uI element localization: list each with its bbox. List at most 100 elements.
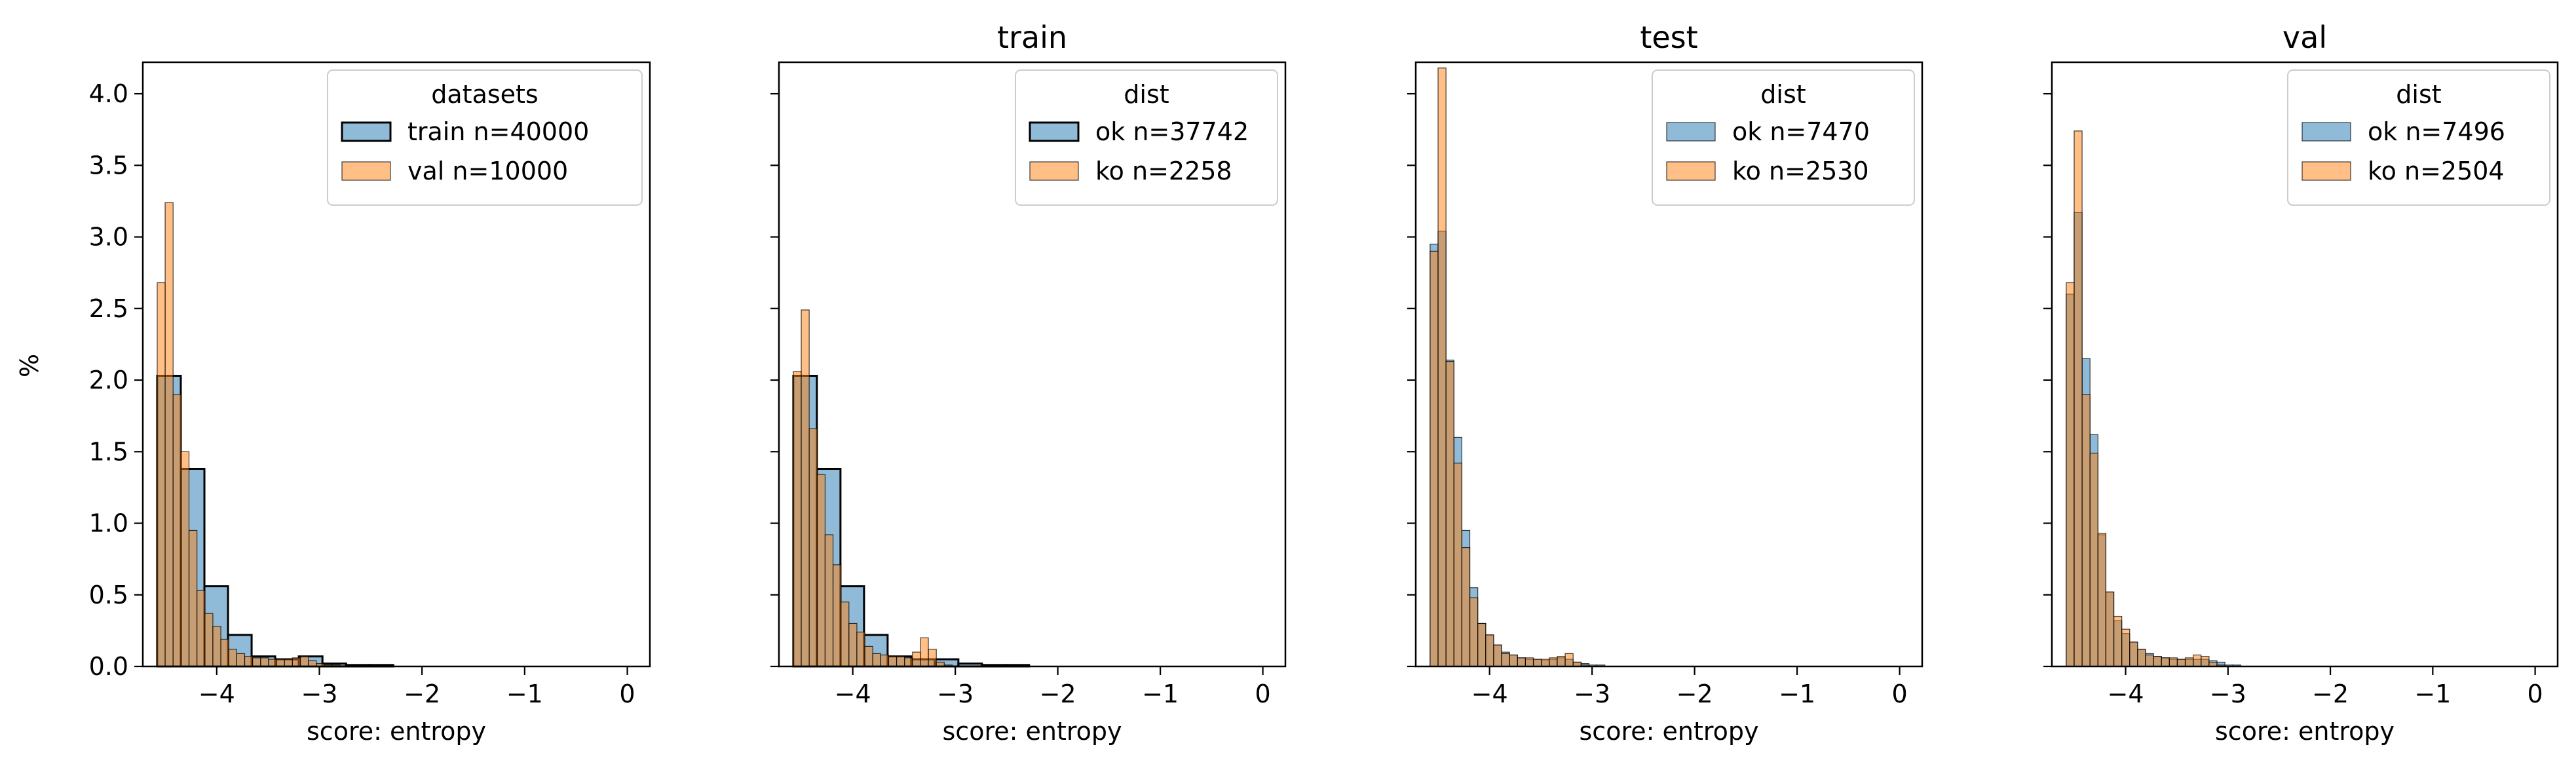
histogram-bar	[188, 529, 198, 667]
legend-swatch	[341, 121, 392, 142]
histogram-bar	[2121, 628, 2131, 667]
x-tick-label: 0	[1891, 680, 1907, 708]
histogram-bar	[260, 657, 269, 667]
x-tick-label: −4	[2108, 680, 2144, 708]
histogram-bar	[204, 613, 214, 667]
x-tick-label: 0	[1255, 680, 1270, 708]
y-tick-label: 2.0	[89, 366, 128, 394]
histogram-bar	[1541, 659, 1550, 667]
histogram-bar	[157, 282, 166, 667]
x-tick-label: −2	[1676, 680, 1713, 708]
y-tick-label: 1.0	[89, 509, 128, 538]
histogram-bar	[1461, 547, 1471, 667]
x-tick-label: −2	[404, 680, 440, 708]
axes-frame	[142, 61, 651, 668]
histogram-bar	[816, 474, 826, 667]
histogram-bar	[220, 638, 229, 667]
histogram-bar	[2193, 654, 2202, 667]
legend-box	[1015, 69, 1278, 206]
chart-panel-3: −4 −3 −2 −1 0 score: entropy test dist ok n=7470…	[1407, 20, 1923, 746]
histogram-bar	[1477, 623, 1487, 667]
chart-panel-4: −4 −3 −2 −1 0 score: entropy val dist ok n=7496 k…	[2043, 20, 2559, 746]
series-2	[1430, 67, 1590, 667]
x-tick-label: −2	[2312, 680, 2349, 708]
x-axis-label: score: entropy	[307, 717, 486, 746]
histogram-bar	[1532, 659, 1542, 667]
legend-label: val n=10000	[407, 157, 568, 185]
histogram-bar	[1493, 644, 1502, 667]
histogram-bar	[880, 654, 890, 667]
y-axis-label: %	[15, 354, 44, 377]
histogram-bar	[2074, 130, 2083, 667]
histogram-bar	[2105, 591, 2115, 667]
histogram-bar	[276, 659, 285, 667]
legend-swatch	[341, 161, 391, 181]
legend: datasets train n=40000 val n=10000	[327, 69, 643, 206]
legend-swatch	[1666, 161, 1716, 181]
histogram-bar	[2113, 615, 2123, 667]
histogram-bar	[793, 371, 802, 667]
x-tick-label: −1	[1779, 680, 1815, 708]
legend-label: ko n=2504	[2368, 157, 2505, 185]
legend-title: dist	[1760, 80, 1806, 109]
x-axis-label: score: entropy	[943, 717, 1122, 746]
legend-label: ok n=7496	[2368, 117, 2505, 146]
histogram-bar	[1557, 656, 1566, 667]
histogram-bar	[1517, 657, 1526, 667]
histogram-bar	[832, 564, 842, 667]
histogram-bar	[2129, 642, 2138, 667]
chart-panel-1: −4 −3 −2 −1 0 0.0 0.5 1.0 1.5 2.0 2.5 3.0 3.5 4.0 scor…	[89, 61, 651, 746]
histogram-bar	[856, 631, 865, 667]
chart-panel-2: −4 −3 −2 −1 0 score: entropy train dist ok n=377…	[770, 20, 1287, 746]
histogram-bar	[888, 656, 898, 667]
x-tick-label: −4	[199, 680, 235, 708]
histogram-bar	[1430, 250, 1439, 667]
histogram-bar	[2137, 649, 2146, 667]
x-tick-label: −3	[937, 680, 974, 708]
legend-swatch	[1666, 122, 1716, 142]
y-tick-label: 0.5	[89, 581, 128, 609]
legend-title: dist	[2396, 80, 2441, 109]
series-2	[2066, 130, 2226, 667]
legend-label: ko n=2530	[1732, 157, 1869, 185]
histogram-bar	[236, 653, 246, 667]
histogram-bar	[268, 659, 277, 667]
axes-frame	[778, 61, 1287, 668]
histogram-bar	[2145, 654, 2154, 667]
legend-swatch	[1029, 161, 1079, 181]
histogram-bar	[2161, 657, 2170, 667]
x-tick-label: 0	[619, 680, 635, 708]
histogram-bar	[2201, 656, 2210, 667]
histogram-bar	[841, 602, 850, 667]
histogram-bar	[896, 656, 905, 667]
legend: dist ok n=7496 ko n=2504	[2287, 69, 2550, 206]
histogram-bar	[252, 657, 261, 667]
x-tick-label: −1	[2414, 680, 2451, 708]
histogram-bar	[212, 626, 221, 667]
histogram-bar	[164, 202, 174, 667]
x-tick-label: −2	[1040, 680, 1076, 708]
histogram-bar	[1485, 634, 1494, 667]
histogram-bar	[912, 651, 921, 667]
histogram-bar	[1549, 657, 1558, 667]
histogram-bar	[1469, 597, 1479, 667]
histogram-bar	[2089, 452, 2098, 667]
histogram-bar	[801, 309, 810, 667]
legend-box	[327, 69, 643, 206]
legend-swatch	[2301, 122, 2351, 142]
panel-title: test	[1640, 20, 1697, 55]
legend-title: datasets	[431, 80, 538, 109]
legend: dist ok n=7470 ko n=2530	[1652, 69, 1915, 206]
histogram-bar	[2184, 657, 2194, 667]
histogram-bar	[1501, 653, 1510, 667]
y-tick-label: 3.5	[89, 151, 128, 180]
histogram-bar	[824, 534, 834, 667]
x-axis-label: score: entropy	[1580, 717, 1759, 746]
histogram-bar	[848, 623, 858, 667]
histogram-bar	[180, 451, 190, 667]
legend: dist ok n=37742 ko n=2258	[1015, 69, 1278, 206]
histogram-bar	[904, 657, 913, 667]
histogram-bar	[299, 656, 309, 667]
legend-label: ok n=7470	[1732, 117, 1870, 146]
